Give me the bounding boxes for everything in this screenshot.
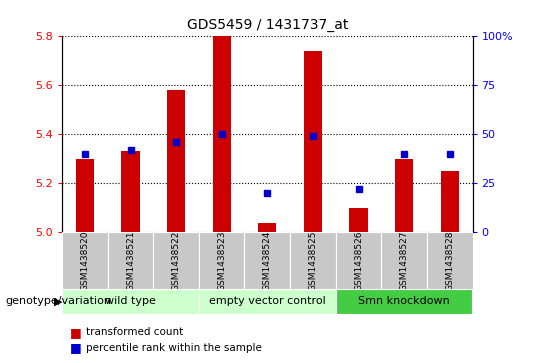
Bar xyxy=(336,289,472,314)
Bar xyxy=(62,232,107,289)
Bar xyxy=(167,90,185,232)
Text: genotype/variation: genotype/variation xyxy=(5,296,111,306)
Bar xyxy=(245,232,290,289)
Text: GSM1438521: GSM1438521 xyxy=(126,230,135,291)
Bar xyxy=(304,51,322,232)
Text: GSM1438525: GSM1438525 xyxy=(308,230,318,291)
Bar xyxy=(441,171,459,232)
Text: GSM1438523: GSM1438523 xyxy=(217,230,226,291)
Bar xyxy=(336,232,381,289)
Bar xyxy=(76,159,94,232)
Text: GSM1438528: GSM1438528 xyxy=(445,230,454,291)
Bar xyxy=(213,36,231,232)
Text: ▶: ▶ xyxy=(54,296,63,306)
Text: wild type: wild type xyxy=(105,296,156,306)
Text: GSM1438526: GSM1438526 xyxy=(354,230,363,291)
Bar xyxy=(290,232,336,289)
Bar xyxy=(381,232,427,289)
Bar xyxy=(122,151,140,232)
Title: GDS5459 / 1431737_at: GDS5459 / 1431737_at xyxy=(187,19,348,33)
Text: ■: ■ xyxy=(70,341,82,354)
Bar xyxy=(427,232,472,289)
Bar xyxy=(395,159,413,232)
Text: GSM1438520: GSM1438520 xyxy=(80,230,90,291)
Bar xyxy=(107,232,153,289)
Text: Smn knockdown: Smn knockdown xyxy=(358,296,450,306)
Text: GSM1438522: GSM1438522 xyxy=(172,230,180,291)
Text: GSM1438527: GSM1438527 xyxy=(400,230,409,291)
Bar xyxy=(62,289,199,314)
Bar xyxy=(349,208,368,232)
Bar xyxy=(258,223,276,232)
Bar xyxy=(153,232,199,289)
Text: GSM1438524: GSM1438524 xyxy=(263,230,272,291)
Text: empty vector control: empty vector control xyxy=(209,296,326,306)
Text: transformed count: transformed count xyxy=(86,327,184,337)
Bar xyxy=(199,289,336,314)
Bar xyxy=(199,232,245,289)
Text: ■: ■ xyxy=(70,326,82,339)
Text: percentile rank within the sample: percentile rank within the sample xyxy=(86,343,262,353)
